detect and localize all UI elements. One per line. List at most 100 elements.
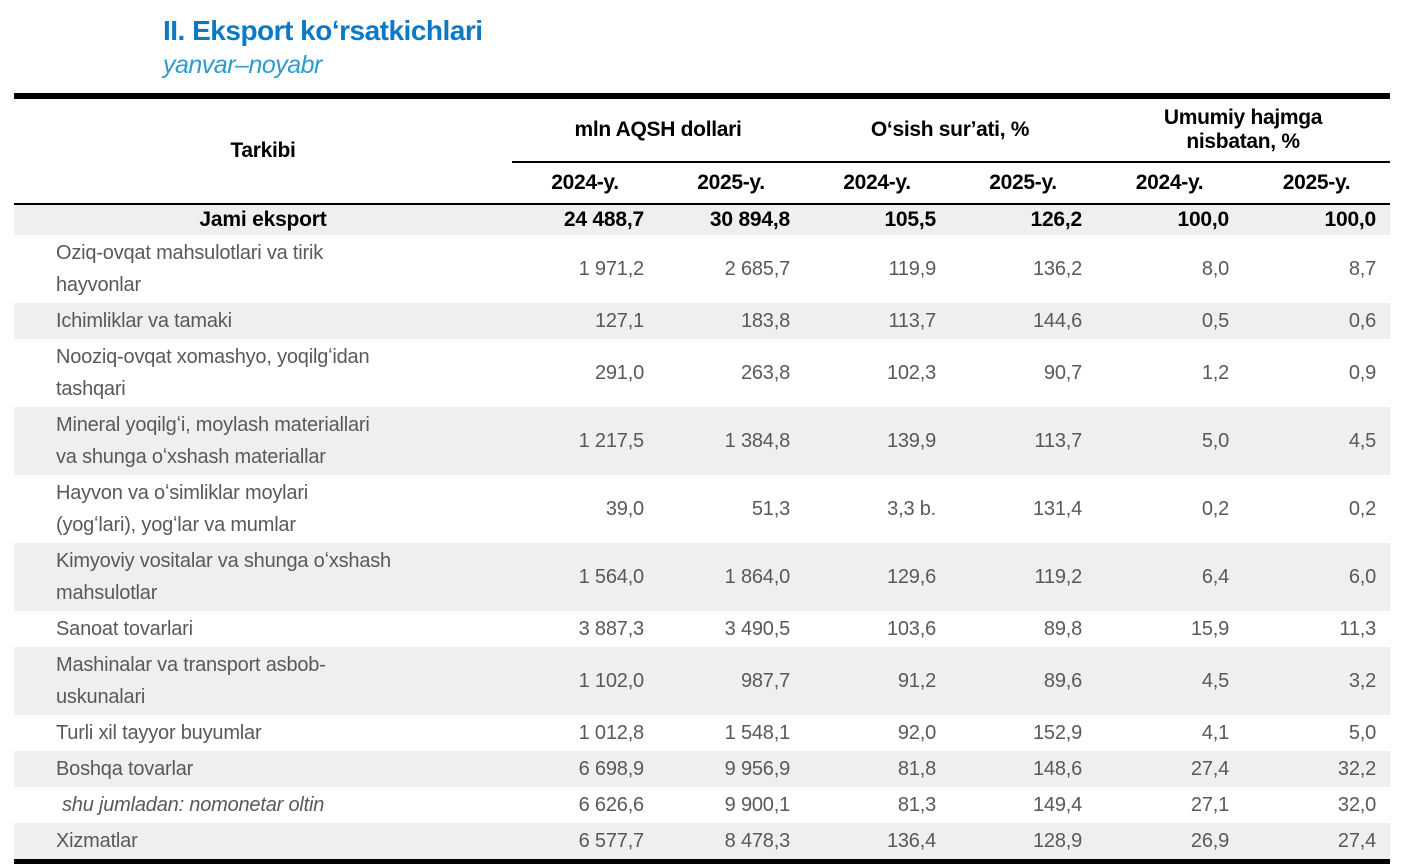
row-value: 113,7 [888,310,937,332]
row-value: 90,7 [1043,362,1083,384]
row-value: 3 887,3 [578,618,645,640]
year-header-growth-2024: 2024-y. [804,162,951,205]
row-value: 131,4 [1032,498,1083,520]
table-body: Jami eksport 24 488,7 30 894,8 105,5 126,2 10… [14,204,1391,862]
section-title: II. Eksport koʻrsatkichlari [163,15,483,46]
row-value: 152,9 [1032,722,1083,744]
row-value: 81,3 [897,794,937,816]
title-block: II. Eksport koʻrsatkichlari yanvar–noyab… [163,14,483,80]
export-indicators-table: Tarkibi mln AQSH dollari Oʻsish surʼati,… [14,93,1391,864]
row-value: 8,7 [1348,258,1377,280]
row-value: 127,1 [594,310,644,332]
row-value: 89,6 [1043,670,1083,692]
row-value: 6,0 [1348,566,1377,588]
row-value: 4,1 [1201,722,1230,744]
row-value: 291,0 [594,362,644,384]
row-value: 139,9 [886,430,937,452]
row-value: 39,0 [605,498,644,520]
row-value: 1 012,8 [578,722,645,744]
row-value: 128,9 [1032,830,1083,852]
row-label: Ichimliklar va tamaki [56,310,232,332]
table-row: Oziq-ovqat mahsulotlari va tirik hayvonl… [14,235,1390,303]
row-value: 0,5 [1201,310,1230,332]
row-value: 1 971,2 [578,258,645,280]
group-header-share-of-total: Umumiy hajmga nisbatan, % [1096,96,1391,163]
year-header-row: 2024-y. 2025-y. 2024-y. 2025-y. 2024-y. … [14,162,1391,205]
table-row-total: Jami eksport 24 488,7 30 894,8 105,5 126,2 10… [14,204,1391,235]
year-header-share-2024: 2024-y. [1096,162,1244,205]
row-value: 2 685,7 [724,258,791,280]
row-value: 0,2 [1201,498,1230,520]
row-value: 15,9 [1190,618,1230,640]
row-value: 100,0 [1324,208,1377,231]
group-header-growth-rate: Oʻsish surʼati, % [804,96,1097,163]
row-value: 51,3 [751,498,791,520]
row-value: 119,9 [888,258,937,280]
group-header-mln-usd: mln AQSH dollari [512,96,805,163]
row-value: 9 956,9 [724,758,791,780]
row-value: 149,4 [1032,794,1083,816]
year-header-mln-2024: 2024-y. [512,162,658,205]
row-value: 89,8 [1043,618,1083,640]
row-value: 100,0 [1177,208,1230,231]
row-value: 3 490,5 [724,618,791,640]
row-value: 8,0 [1201,258,1230,280]
year-header-mln-2025: 2025-y. [658,162,805,205]
row-value: 1 102,0 [578,670,645,692]
row-value: 987,7 [740,670,791,692]
row-value: 102,3 [886,362,937,384]
table-row: Mashinalar va transport asbob-uskunalari… [14,647,1391,715]
row-value: 8 478,3 [724,830,791,852]
column-header-tarkibi: Tarkibi [14,96,512,205]
period-subtitle: yanvar–noyabr [163,51,322,79]
row-value: 144,6 [1032,310,1083,332]
row-value: 263,8 [740,362,791,384]
row-value: 1 384,8 [724,430,791,452]
row-label: Mineral yoqilgʻi, moylash materiallari v… [56,414,370,468]
row-label: Kimyoviy vositalar va shunga oʻxshash ma… [56,550,391,604]
row-label: Nooziq-ovqat xomashyo, yoqilgʻidan tashq… [56,346,370,400]
row-value: 5,0 [1201,430,1230,452]
row-label: Hayvon va oʻsimliklar moylari (yogʻlari)… [56,482,309,536]
row-value: 129,6 [886,566,937,588]
row-value: 0,2 [1348,498,1377,520]
table-row: Sanoat tovarlari 3 887,3 3 490,5 103,6 89,8 1… [14,611,1390,647]
row-label: Oziq-ovqat mahsulotlari va tirik hayvonl… [56,242,324,296]
table-row: Mineral yoqilgʻi, moylash materiallari v… [14,407,1391,475]
table-row: Ichimliklar va tamaki 127,1 183,8 113,7 144,… [14,303,1391,339]
row-value: 6 626,6 [578,794,645,816]
table-row: Hayvon va oʻsimliklar moylari (yogʻlari)… [14,475,1390,543]
row-value: 11,3 [1339,618,1377,640]
row-value: 119,2 [1034,566,1083,588]
table-row: Turli xil tayyor buyumlar 1 012,8 1 548,1 9… [14,715,1390,751]
row-value: 6 577,7 [578,830,645,852]
row-label: Turli xil tayyor buyumlar [56,722,262,744]
row-label: Boshqa tovarlar [56,758,194,780]
row-value: 1 564,0 [578,566,645,588]
row-value: 3,2 [1348,670,1377,692]
row-value: 27,1 [1190,794,1230,816]
row-label: Xizmatlar [56,830,138,852]
row-value: 27,4 [1190,758,1230,780]
row-value: 183,8 [740,310,791,332]
row-value: 105,5 [884,208,937,231]
year-header-share-2025: 2025-y. [1243,162,1391,205]
row-value: 1 548,1 [724,722,791,744]
row-value: 4,5 [1201,670,1230,692]
table-row: shu jumladan: nomonetar oltin 6 626,6 9 90… [14,787,1390,823]
row-label: Sanoat tovarlari [56,618,193,640]
group-header-row: Tarkibi mln AQSH dollari Oʻsish surʼati,… [14,96,1391,205]
row-value: 1 217,5 [578,430,645,452]
row-value: 136,2 [1032,258,1083,280]
row-value: 24 488,7 [563,208,644,231]
row-value: 113,7 [1034,430,1083,452]
row-value: 3,3 b. [887,498,937,520]
row-value: 1 864,0 [724,566,791,588]
row-label: shu jumladan: nomonetar oltin [62,794,325,816]
row-value: 32,2 [1337,758,1377,780]
row-value: 1,2 [1201,362,1230,384]
row-value: 91,2 [897,670,937,692]
row-value: 9 900,1 [724,794,791,816]
year-header-growth-2025: 2025-y. [950,162,1097,205]
